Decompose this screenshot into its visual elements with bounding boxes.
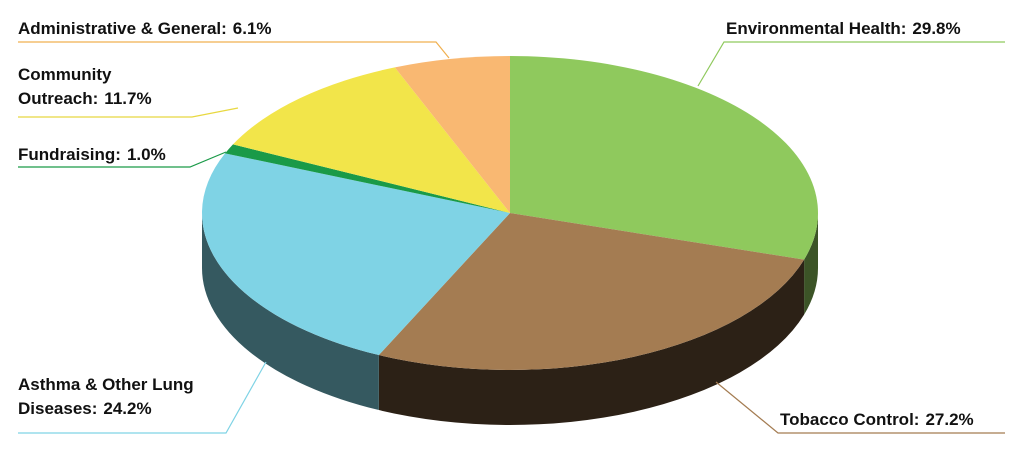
value-label: 24.2% (103, 399, 152, 418)
category: Community Outreach: (18, 65, 112, 108)
category: Asthma & Other Lung Diseases: (18, 375, 194, 418)
slice-label: Tobacco Control: 27.2% (780, 408, 974, 432)
leader-line (715, 381, 1005, 434)
slice-label: Environmental Health: 29.8% (726, 17, 961, 41)
slice (232, 67, 510, 213)
slice (201, 153, 510, 356)
category: Environmental Health: (726, 19, 907, 38)
slice-label: Fundraising: 1.0% (18, 143, 166, 167)
leader-line (18, 41, 450, 59)
slice (225, 144, 510, 213)
slice (510, 56, 818, 260)
leader-line (18, 107, 239, 118)
category: Administrative & General: (18, 19, 227, 38)
slice (378, 213, 805, 371)
value-label: 6.1% (232, 19, 272, 38)
leader-lines (18, 41, 1005, 434)
category: Fundraising: (18, 145, 121, 164)
slice-side (378, 259, 805, 425)
slice (394, 56, 510, 213)
slice-label: Administrative & General: 6.1% (18, 17, 272, 41)
category: Tobacco Control: (780, 410, 920, 429)
slice-label: Asthma & Other Lung Diseases: 24.2% (18, 373, 233, 421)
value-label: 27.2% (925, 410, 974, 429)
value-label: 29.8% (912, 19, 961, 38)
value-label: 11.7% (104, 89, 152, 108)
leader-line (18, 361, 267, 434)
slice-side (804, 213, 818, 315)
leader-line (18, 151, 227, 168)
slice-side (202, 213, 379, 411)
slice-label: Community Outreach: 11.7% (18, 63, 188, 111)
leader-line (697, 41, 1005, 87)
value-label: 1.0% (126, 145, 166, 164)
